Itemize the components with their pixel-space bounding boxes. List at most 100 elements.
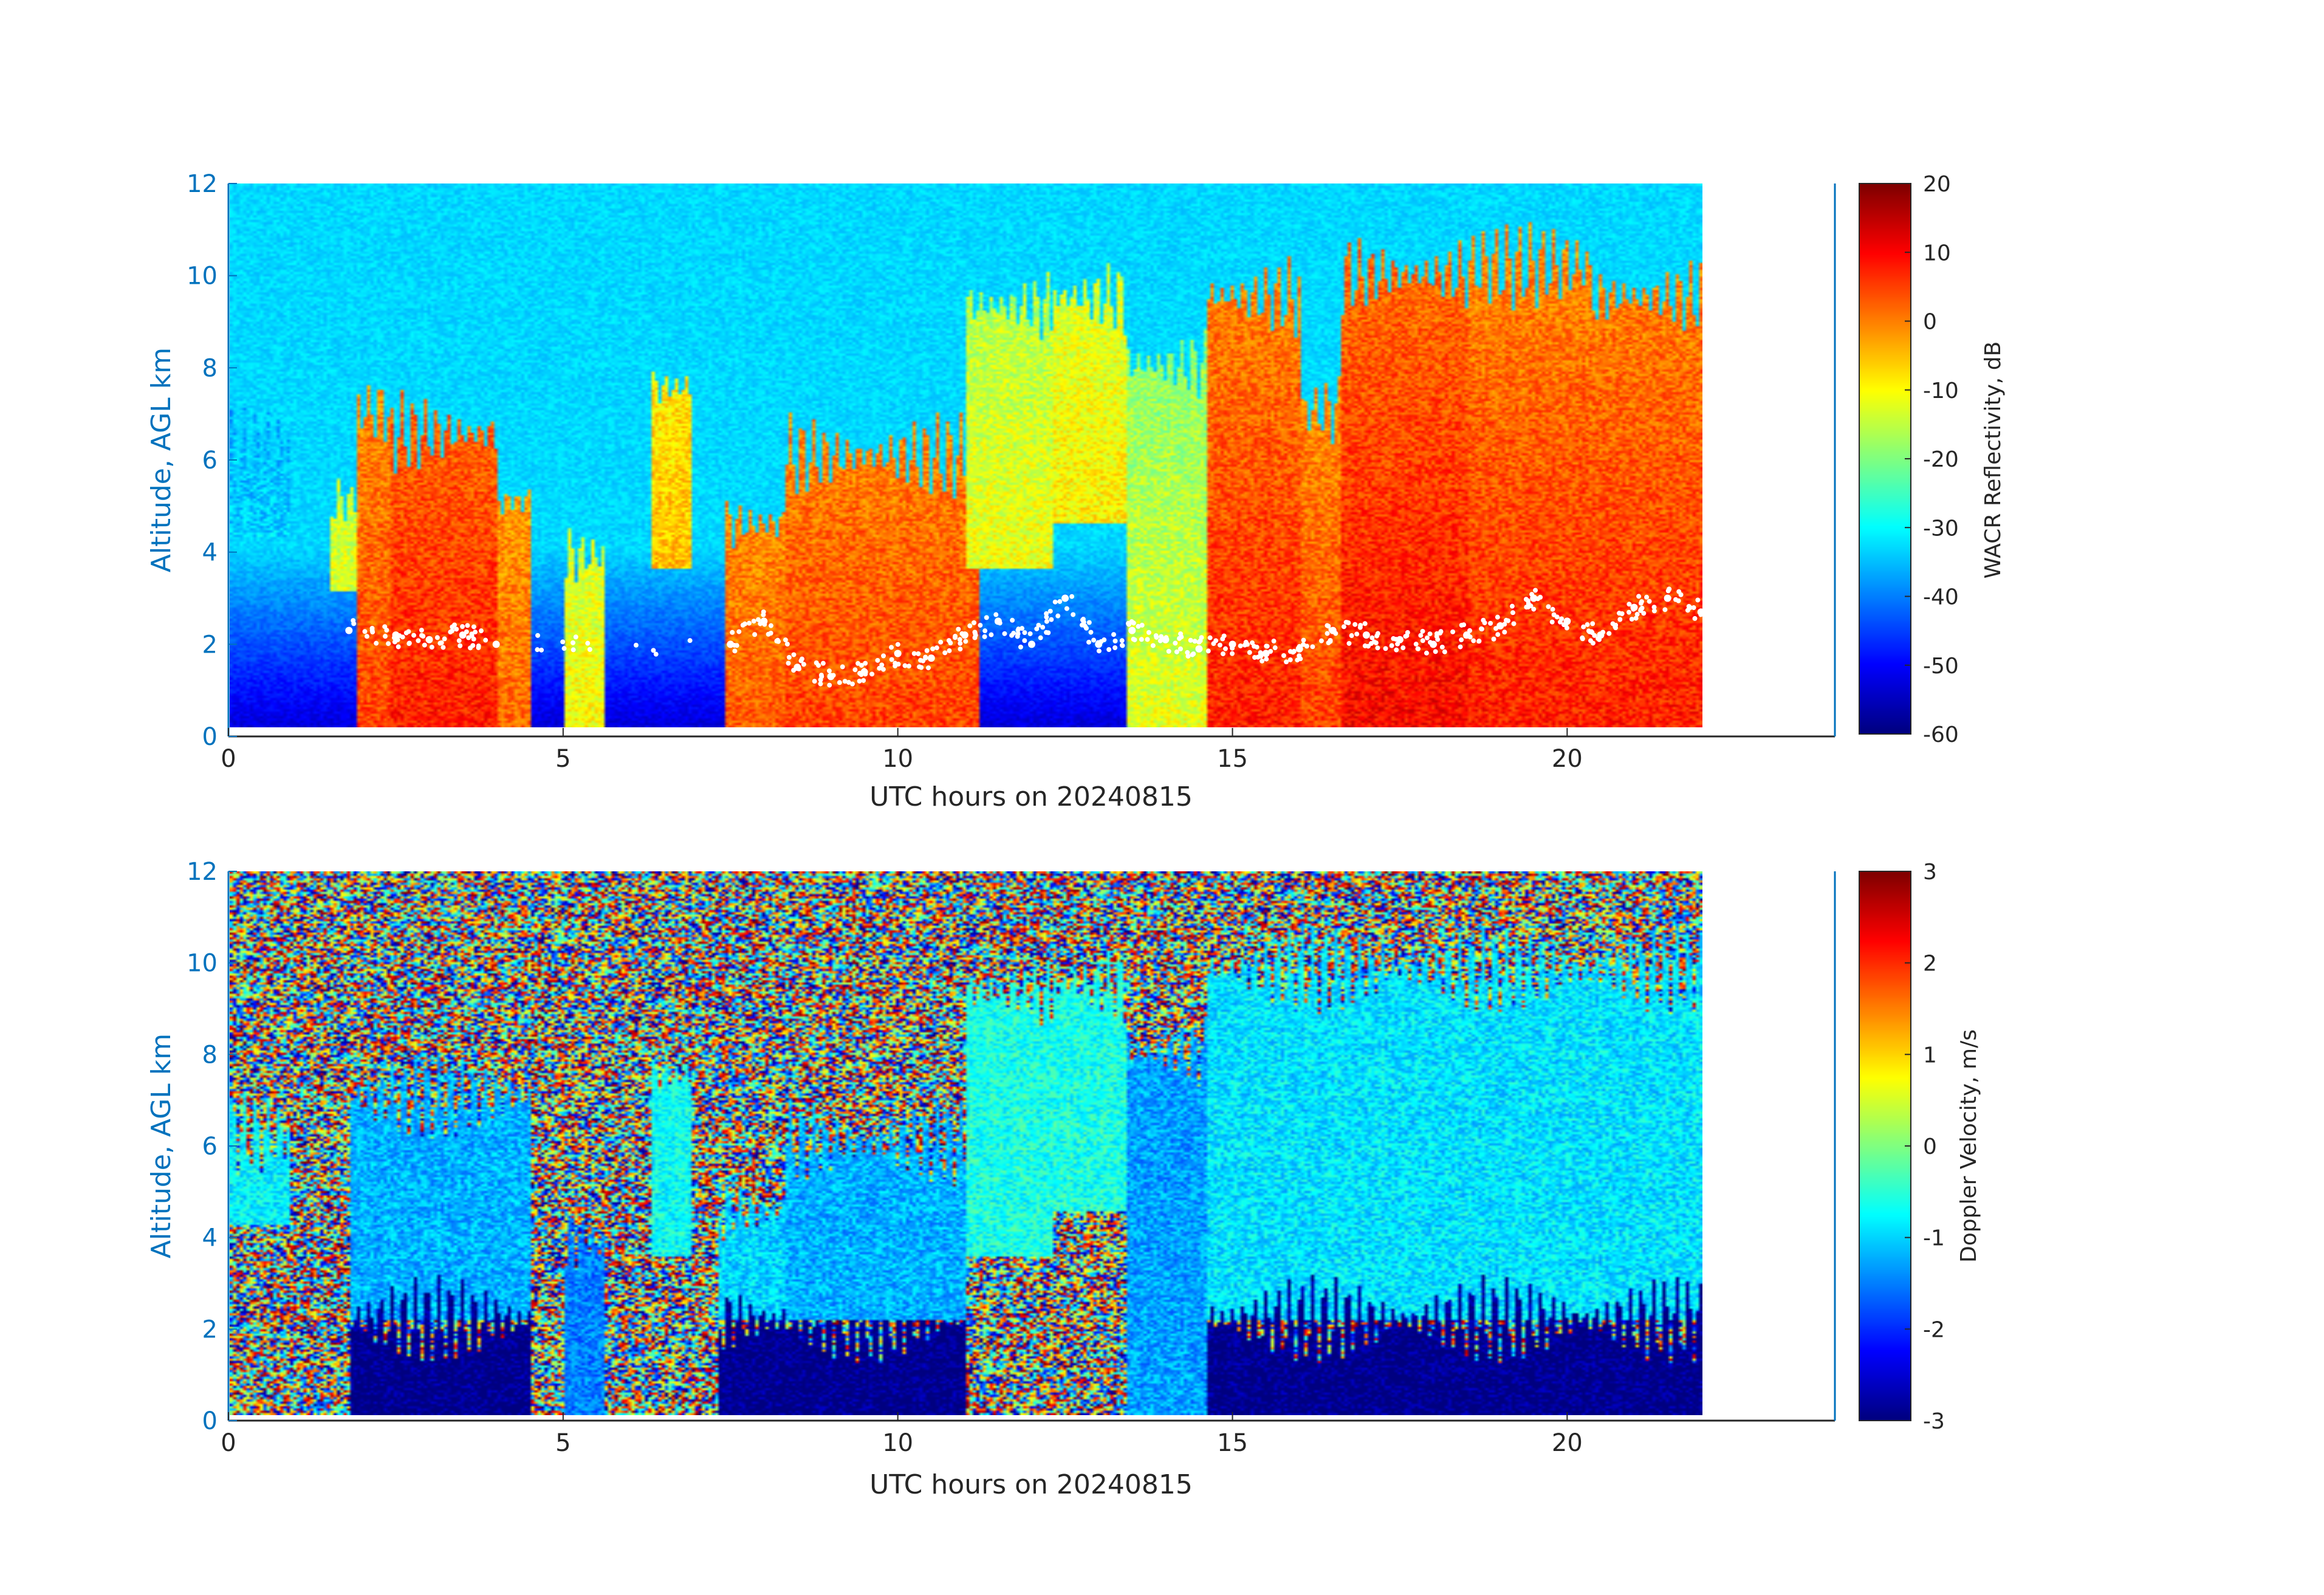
cloud-base-point [1488,620,1493,626]
cloud-base-point [993,612,999,617]
cloud-base-point [1394,647,1399,653]
cloud-base-point [923,654,928,660]
cloud-base-point [1298,656,1303,662]
cloud-base-point [1651,605,1657,610]
cloud-base-point [1044,611,1049,616]
cloud-base-point [1585,622,1590,627]
cloud-base-point [1264,643,1269,649]
cloud-base-point [1530,594,1538,602]
cloud-base-point [384,628,389,633]
cloud-base-point [1495,614,1500,620]
x-tick-label: 20 [1552,1429,1583,1457]
cloud-base-point [1586,628,1591,634]
cloud-base-point [1467,634,1473,640]
cloud-base-point [1662,607,1668,612]
cloud-base-point [473,629,478,635]
cloud-base-point [573,634,578,640]
y-tick-label: 8 [202,354,218,382]
cloud-base-point [1049,617,1054,622]
colorbar-tick-label: -60 [1923,722,1959,747]
cloud-base-point [1506,618,1511,623]
cloud-base-point [1096,648,1102,654]
y-tick-label: 6 [202,447,218,475]
x-axis-label: UTC hours on 20240815 [869,781,1193,812]
y-tick-label: 10 [187,262,218,290]
cloud-base-point [471,636,476,642]
cloud-base-point [1310,644,1315,650]
cloud-base-point [383,634,388,639]
cloud-base-point [1139,637,1144,642]
cloud-base-point [633,642,639,648]
cloud-base-point [1563,617,1571,625]
cloud-base-point [1424,650,1429,656]
cloud-base-point [783,637,788,643]
cloud-base-point [799,656,804,662]
cloud-base-point [732,642,737,648]
cloud-base-point [1260,658,1265,664]
cloud-base-point [1221,633,1227,639]
cloud-base-point [1511,621,1517,626]
y-tick-label: 4 [202,539,218,567]
cloud-base-point [465,623,470,628]
cloud-base-point [896,662,901,667]
cloud-base-point [1192,639,1198,644]
cloud-base-point [425,636,433,643]
cloud-base-point [942,650,948,656]
cloud-base-point [561,646,567,651]
cloud-base-point [1630,603,1638,611]
cloud-base-point [1325,623,1330,628]
x-ticks: 0 5 10 15 20 [221,728,1583,773]
x-tick-label: 20 [1552,745,1583,773]
cloud-base-point [1442,649,1447,654]
cloud-base-point [762,622,767,627]
cloud-base-point [791,652,797,657]
cloud-base-point [956,626,961,632]
cloud-base-point [1002,631,1007,636]
cloud-base-point [1523,597,1529,602]
cloud-base-point [775,637,780,643]
cloud-base-point [1281,653,1286,658]
cloud-base-point [1146,629,1151,635]
cloud-base-point [1157,638,1163,643]
cloud-base-point [1082,623,1088,629]
cloud-base-point [478,628,484,634]
cloud-base-point [1185,653,1191,659]
cloud-base-point [1213,638,1219,643]
cloud-base-point [1044,619,1049,624]
cloud-base-point [786,654,792,660]
cloud-base-point [784,641,790,647]
cloud-base-point [1588,638,1593,643]
y-tick-label: 8 [202,1041,218,1069]
cloud-base-point [1634,612,1640,617]
cloud-base-point [434,635,440,640]
cloud-base-point [1111,632,1116,637]
cloud-base-point [1375,645,1380,651]
cloud-base-point [1027,631,1033,636]
cloud-base-point [1420,628,1425,634]
cloud-base-point [1264,656,1269,662]
cloud-base-point [917,664,922,670]
cloud-base-point [1450,629,1456,634]
cloud-base-point [1349,633,1354,639]
cloud-base-point [1617,617,1623,622]
cloud-base-point [894,650,902,657]
cloud-base-point [1617,611,1622,616]
cloud-base-point [1580,636,1585,642]
colorbar-tick-label: 10 [1923,241,1951,266]
cloud-base-point [946,638,951,643]
cloud-base-point [796,666,801,671]
cloud-base-point [1559,616,1565,622]
cloud-base-point [1020,626,1025,631]
cloud-base-point [881,653,886,659]
cloud-base-point [877,665,882,671]
cloud-base-point [535,633,541,638]
cloud-base-point [1369,635,1375,640]
cloud-base-point [1022,638,1027,643]
cloud-base-point [911,651,917,656]
cloud-base-point [1535,596,1540,602]
cloud-base-point [345,626,353,634]
cloud-base-point [1106,647,1112,653]
cloud-base-point [1252,654,1258,660]
y-ticks: 0 2 4 6 8 10 12 [187,858,237,1435]
cloud-base-point [1128,626,1136,634]
